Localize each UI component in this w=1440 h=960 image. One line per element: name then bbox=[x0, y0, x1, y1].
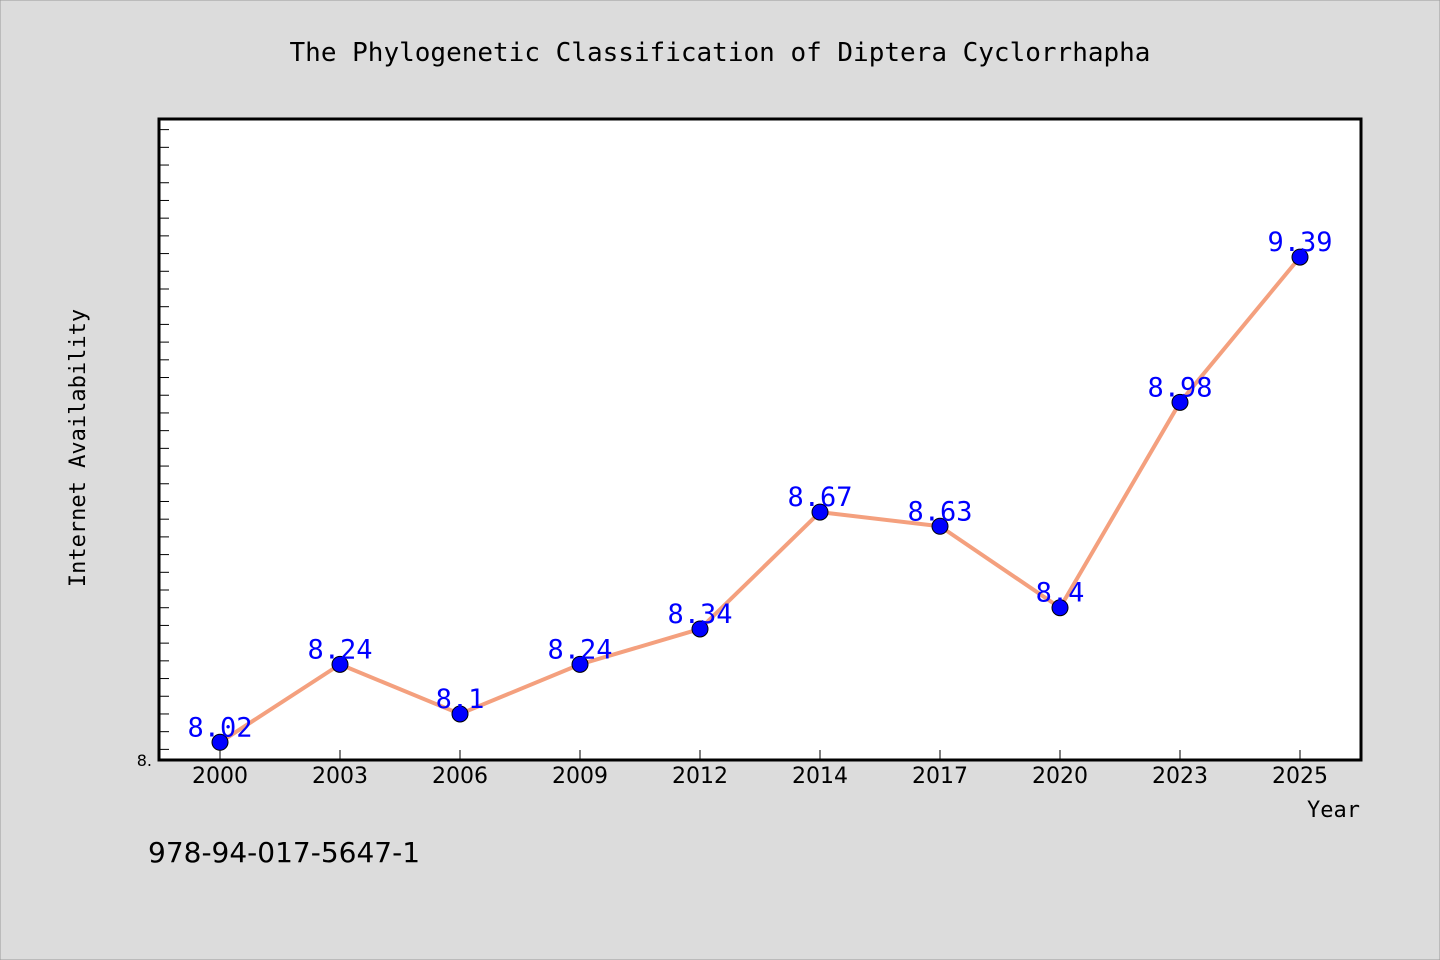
x-tick-label: 2023 bbox=[1152, 764, 1208, 789]
data-label: 8.63 bbox=[907, 496, 972, 527]
footer-code: 978-94-017-5647-1 bbox=[148, 836, 420, 869]
data-label: 8.24 bbox=[547, 634, 612, 665]
y-tick-label: 8. bbox=[137, 751, 152, 770]
data-point-marker bbox=[931, 517, 949, 535]
chart-title: The Phylogenetic Classification of Dipte… bbox=[290, 38, 1151, 68]
data-label: 8.67 bbox=[787, 482, 852, 513]
data-label: 8.98 bbox=[1147, 372, 1212, 403]
data-label: 8.1 bbox=[436, 684, 485, 715]
data-label: 8.4 bbox=[1036, 578, 1085, 609]
x-tick-label: 2025 bbox=[1272, 764, 1328, 789]
series-line bbox=[218, 255, 1302, 744]
data-labels: 8.02 8.24 8.1 8.24 8.34 8.67 8.63 8.4 8.98 9.39 bbox=[187, 227, 1332, 743]
data-point-marker bbox=[691, 620, 709, 638]
data-point-marker bbox=[1291, 248, 1309, 266]
plot-area bbox=[157, 117, 1363, 762]
x-tick-label: 2006 bbox=[432, 764, 488, 789]
data-label: 8.34 bbox=[667, 599, 732, 630]
x-axis-ticks bbox=[219, 750, 1301, 760]
y-axis-ticks bbox=[159, 129, 169, 750]
data-label: 9.39 bbox=[1267, 227, 1332, 258]
data-label: 8.02 bbox=[187, 712, 252, 743]
data-point-marker bbox=[811, 503, 829, 521]
x-tick-label: 2009 bbox=[552, 764, 608, 789]
x-tick-labels: 2000 2003 2006 2009 2012 2014 2017 2020 2023 2025 bbox=[192, 764, 1328, 789]
x-tick-label: 2003 bbox=[312, 764, 368, 789]
data-point-marker bbox=[211, 733, 229, 751]
data-point-marker bbox=[571, 655, 589, 673]
x-tick-label: 2000 bbox=[192, 764, 248, 789]
x-axis-label: Year bbox=[1307, 798, 1360, 823]
x-tick-label: 2020 bbox=[1032, 764, 1088, 789]
x-tick-label: 2017 bbox=[912, 764, 968, 789]
x-tick-label: 2012 bbox=[672, 764, 728, 789]
data-point-marker bbox=[1051, 599, 1069, 617]
data-point-marker bbox=[1171, 393, 1189, 411]
y-axis-label: Internet Availability bbox=[66, 309, 91, 587]
data-label: 8.24 bbox=[307, 634, 372, 665]
data-point-marker bbox=[331, 655, 349, 673]
series-markers bbox=[211, 248, 1309, 751]
x-tick-label: 2014 bbox=[792, 764, 848, 789]
data-point-marker bbox=[451, 705, 469, 723]
